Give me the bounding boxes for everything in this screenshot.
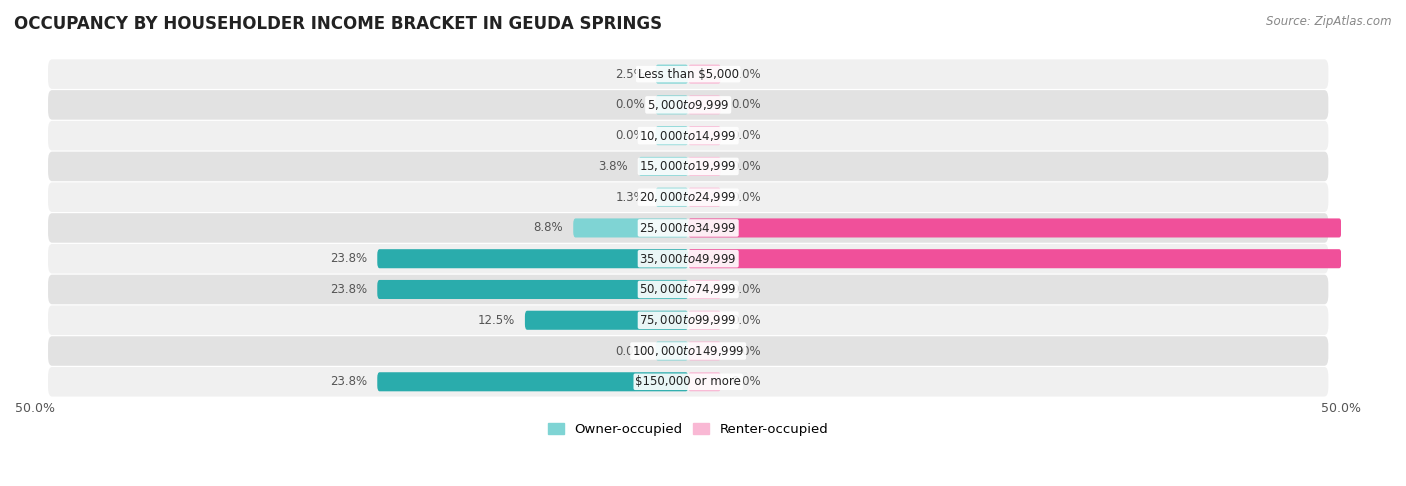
FancyBboxPatch shape	[48, 90, 1329, 120]
Text: 2.5%: 2.5%	[616, 68, 645, 81]
Text: $10,000 to $14,999: $10,000 to $14,999	[640, 129, 737, 143]
FancyBboxPatch shape	[377, 372, 688, 391]
FancyBboxPatch shape	[377, 280, 688, 299]
FancyBboxPatch shape	[48, 152, 1329, 181]
Text: 8.8%: 8.8%	[533, 222, 562, 234]
Text: $25,000 to $34,999: $25,000 to $34,999	[640, 221, 737, 235]
Text: 0.0%: 0.0%	[616, 345, 645, 358]
Text: $150,000 or more: $150,000 or more	[636, 375, 741, 388]
FancyBboxPatch shape	[688, 342, 721, 361]
FancyBboxPatch shape	[688, 280, 721, 299]
FancyBboxPatch shape	[48, 336, 1329, 366]
Text: Source: ZipAtlas.com: Source: ZipAtlas.com	[1267, 15, 1392, 28]
Text: $20,000 to $24,999: $20,000 to $24,999	[640, 190, 737, 204]
Text: 12.5%: 12.5%	[477, 314, 515, 327]
FancyBboxPatch shape	[377, 249, 688, 268]
Text: 0.0%: 0.0%	[731, 160, 761, 173]
FancyBboxPatch shape	[688, 157, 721, 176]
Text: 0.0%: 0.0%	[731, 68, 761, 81]
Text: $15,000 to $19,999: $15,000 to $19,999	[640, 159, 737, 174]
Text: 23.8%: 23.8%	[329, 252, 367, 265]
Text: 0.0%: 0.0%	[616, 98, 645, 111]
FancyBboxPatch shape	[688, 65, 721, 84]
FancyBboxPatch shape	[655, 65, 688, 84]
FancyBboxPatch shape	[48, 182, 1329, 212]
FancyBboxPatch shape	[688, 311, 721, 330]
Text: 3.8%: 3.8%	[599, 160, 628, 173]
Text: 0.0%: 0.0%	[616, 129, 645, 142]
FancyBboxPatch shape	[524, 311, 688, 330]
Text: 0.0%: 0.0%	[731, 98, 761, 111]
Text: $35,000 to $49,999: $35,000 to $49,999	[640, 252, 737, 266]
Text: 1.3%: 1.3%	[616, 191, 645, 204]
Text: $100,000 to $149,999: $100,000 to $149,999	[633, 344, 744, 358]
Legend: Owner-occupied, Renter-occupied: Owner-occupied, Renter-occupied	[543, 418, 834, 441]
Text: 0.0%: 0.0%	[731, 314, 761, 327]
Text: Less than $5,000: Less than $5,000	[638, 68, 738, 81]
FancyBboxPatch shape	[48, 121, 1329, 151]
Text: 0.0%: 0.0%	[731, 375, 761, 388]
Text: OCCUPANCY BY HOUSEHOLDER INCOME BRACKET IN GEUDA SPRINGS: OCCUPANCY BY HOUSEHOLDER INCOME BRACKET …	[14, 15, 662, 33]
FancyBboxPatch shape	[688, 188, 721, 207]
FancyBboxPatch shape	[574, 218, 688, 238]
Text: $50,000 to $74,999: $50,000 to $74,999	[640, 282, 737, 296]
Text: $5,000 to $9,999: $5,000 to $9,999	[647, 98, 730, 112]
FancyBboxPatch shape	[688, 249, 1341, 268]
FancyBboxPatch shape	[48, 244, 1329, 274]
FancyBboxPatch shape	[655, 126, 688, 145]
Text: 23.8%: 23.8%	[329, 283, 367, 296]
Text: 0.0%: 0.0%	[731, 129, 761, 142]
Text: 0.0%: 0.0%	[731, 283, 761, 296]
FancyBboxPatch shape	[48, 306, 1329, 335]
FancyBboxPatch shape	[688, 218, 1341, 238]
Text: 0.0%: 0.0%	[731, 191, 761, 204]
Text: 50.0%: 50.0%	[1351, 222, 1393, 234]
FancyBboxPatch shape	[655, 188, 688, 207]
FancyBboxPatch shape	[48, 275, 1329, 304]
Text: $75,000 to $99,999: $75,000 to $99,999	[640, 313, 737, 327]
FancyBboxPatch shape	[48, 213, 1329, 243]
FancyBboxPatch shape	[688, 126, 721, 145]
FancyBboxPatch shape	[655, 342, 688, 361]
FancyBboxPatch shape	[655, 95, 688, 114]
Text: 0.0%: 0.0%	[731, 345, 761, 358]
FancyBboxPatch shape	[48, 367, 1329, 397]
FancyBboxPatch shape	[638, 157, 688, 176]
Text: 50.0%: 50.0%	[1351, 252, 1393, 265]
FancyBboxPatch shape	[48, 59, 1329, 89]
FancyBboxPatch shape	[688, 95, 721, 114]
FancyBboxPatch shape	[688, 372, 721, 391]
Text: 23.8%: 23.8%	[329, 375, 367, 388]
